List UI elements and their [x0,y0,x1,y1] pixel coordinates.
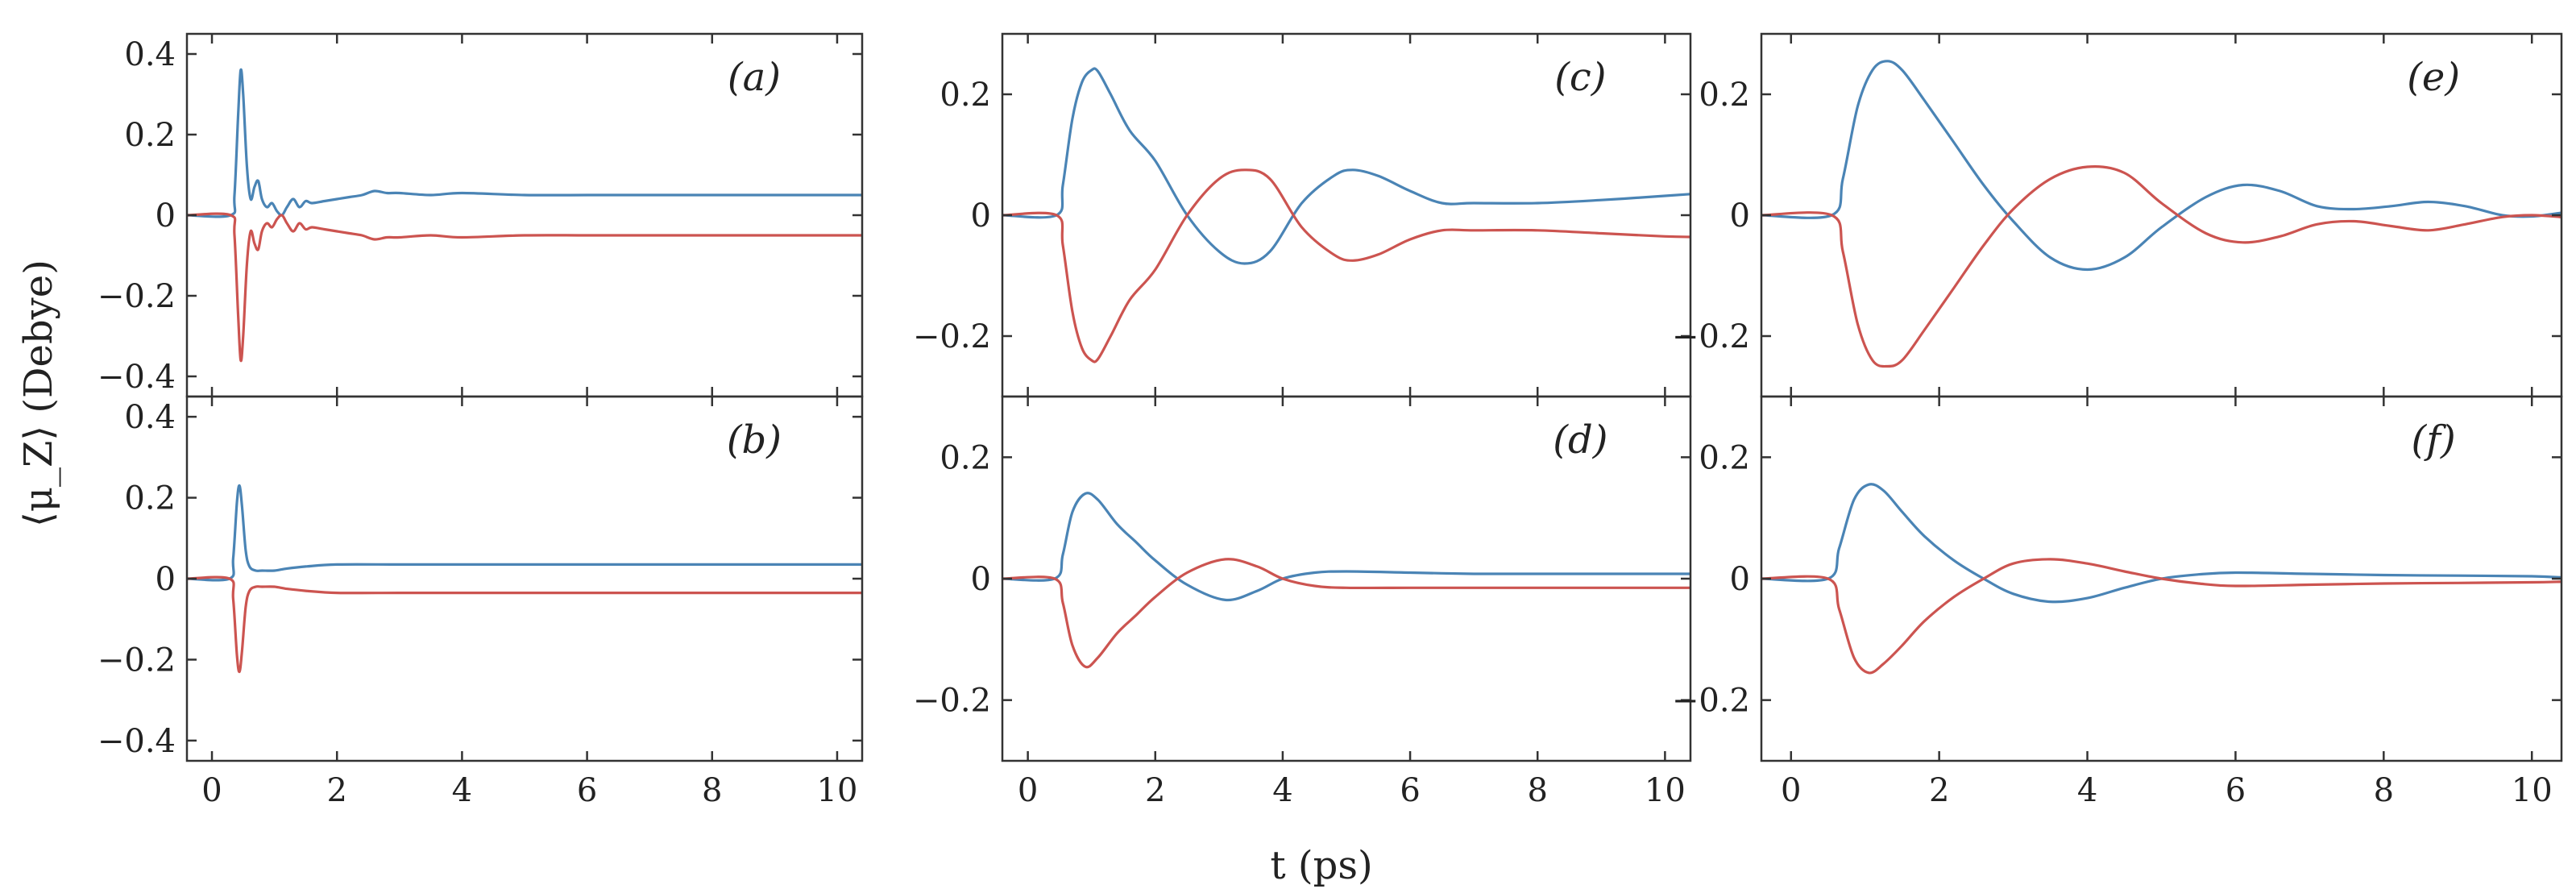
panel-label: (c) [1554,55,1606,100]
y-axis-label: ⟨μ_Z⟩ (Debye) [16,260,61,527]
panel-label: (f) [2412,417,2456,463]
panel-a: −0.4 −0.2 0 0.2 0.4 (a) [97,32,864,398]
x-tick-label: 8 [2374,772,2394,809]
series-line-upper [186,68,862,218]
series-line-lower [186,212,862,363]
x-tick-label: 0 [201,772,222,809]
y-tick-label: 0 [156,197,176,235]
y-tick-label: 0 [971,197,991,235]
panel-b: 0 2 4 6 8 10 −0.4 −0.2 0 0.2 0.4 (b) [97,395,864,809]
x-tick-label: 10 [1645,772,1686,809]
x-tick-label: 6 [2225,772,2246,809]
series-line-lower [186,575,862,674]
series-line-upper [1761,60,2562,272]
y-tick-label: 0.2 [1699,439,1750,476]
x-tick-label: 2 [326,772,346,809]
series-line-upper [186,484,862,582]
y-tick-label: 0.4 [124,36,176,73]
panel-f: 0 2 4 6 8 10 −0.2 0 0.2 (f) [1672,395,2563,809]
y-tick-label: 0.4 [124,399,176,436]
x-tick-label: 10 [2512,772,2553,809]
y-tick-label: −0.4 [97,723,176,760]
y-tick-label: 0.2 [1699,77,1750,114]
x-tick-label: 8 [702,772,722,809]
panel-label: (b) [727,417,782,463]
x-tick-label: 4 [1272,772,1292,809]
series-line-upper [1002,492,1690,602]
series-line-lower [1002,558,1690,669]
y-tick-label: 0.2 [940,77,991,114]
x-tick-label: 4 [452,772,472,809]
y-tick-label: −0.2 [97,642,176,679]
series-line-upper [1002,67,1691,265]
y-tick-label: 0 [156,561,176,598]
y-tick-label: −0.2 [1672,318,1750,355]
y-tick-label: 0 [971,561,991,598]
y-tick-label: −0.2 [913,683,991,720]
y-tick-label: 0 [1730,561,1750,598]
x-tick-label: 6 [1400,772,1420,809]
x-tick-label: 0 [1018,772,1038,809]
series-line-lower [1761,164,2562,368]
series-line-lower [1002,168,1691,363]
x-tick-label: 8 [1527,772,1547,809]
panel-e: −0.2 0 0.2 (e) [1672,32,2563,398]
x-tick-label: 2 [1145,772,1165,809]
y-tick-label: −0.2 [913,318,991,355]
y-tick-label: −0.2 [97,278,176,315]
panel-label: (e) [2407,55,2460,100]
x-tick-label: 2 [1929,772,1949,809]
panel-c: −0.2 0 0.2 (c) [913,32,1692,398]
y-tick-label: 0 [1730,197,1750,235]
x-tick-label: 10 [817,772,858,809]
y-tick-label: 0.2 [124,117,176,154]
panel-label: (a) [728,55,781,100]
series-line-lower [1761,558,2562,675]
y-tick-label: −0.4 [97,359,176,396]
panel-label: (d) [1553,417,1607,463]
x-tick-label: 0 [1781,772,1801,809]
x-axis-label: t (ps) [1270,843,1372,888]
y-tick-label: 0.2 [940,439,991,476]
panel-d: 0 2 4 6 8 10 −0.2 0 0.2 (d) [913,395,1692,809]
x-tick-label: 6 [577,772,597,809]
series-line-upper [1761,483,2562,604]
y-tick-label: 0.2 [124,480,176,517]
x-tick-label: 4 [2077,772,2097,809]
y-tick-label: −0.2 [1672,683,1750,720]
